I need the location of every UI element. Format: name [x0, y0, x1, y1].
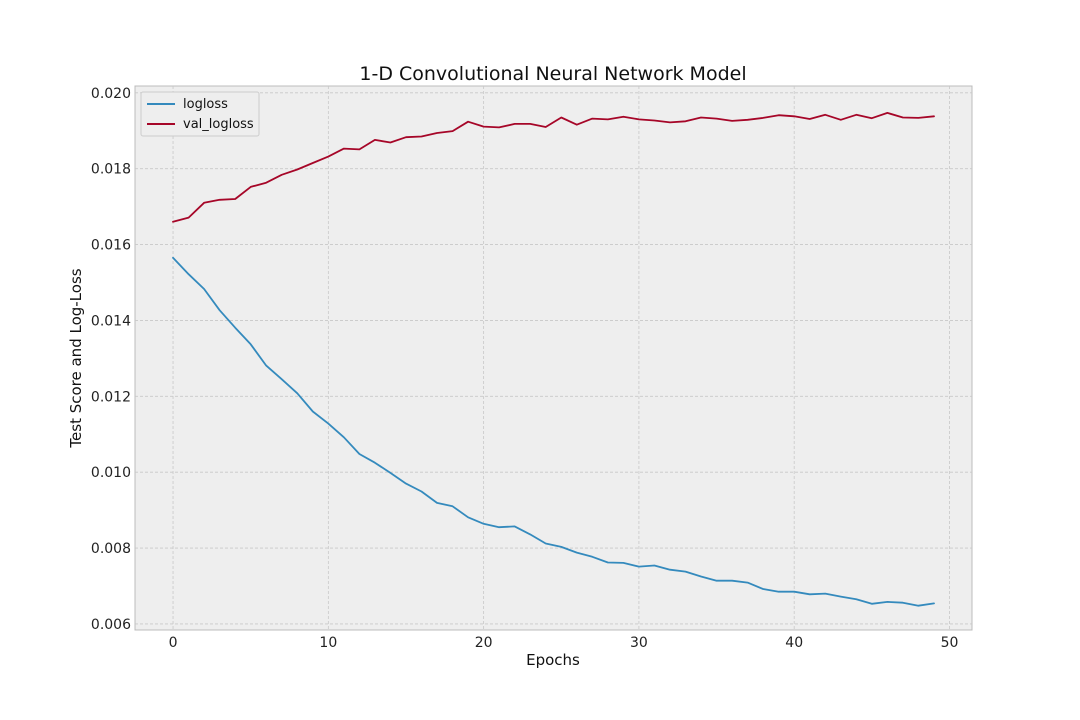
- x-tick-label: 30: [630, 635, 648, 651]
- legend-label-logloss: logloss: [183, 97, 228, 112]
- x-tick-label: 50: [941, 635, 959, 651]
- x-axis-label: Epochs: [526, 651, 580, 669]
- x-axis-ticks: 0 10 20 30 40 50: [169, 635, 959, 651]
- y-tick-label: 0.020: [91, 86, 131, 102]
- y-axis-label: Test Score and Log-Loss: [67, 268, 85, 448]
- y-tick-label: 0.018: [91, 162, 131, 178]
- chart-title: 1-D Convolutional Neural Network Model: [359, 63, 746, 85]
- plot-background: [134, 85, 973, 631]
- series-line-val-logloss: [172, 112, 935, 223]
- x-tick-label: 10: [319, 635, 337, 651]
- series-line-logloss: [172, 256, 935, 607]
- legend-label-val-logloss: val_logloss: [183, 117, 254, 132]
- y-tick-label: 0.016: [91, 238, 131, 254]
- y-tick-label: 0.010: [91, 465, 131, 481]
- legend: logloss val_logloss: [140, 91, 260, 137]
- y-tick-label: 0.014: [91, 313, 131, 329]
- y-tick-label: 0.008: [91, 541, 131, 557]
- x-tick-label: 0: [169, 635, 178, 651]
- y-axis-ticks: 0.006 0.008 0.010 0.012 0.014 0.016 0.018 0.020: [91, 86, 131, 633]
- x-tick-label: 20: [475, 635, 493, 651]
- y-tick-label: 0.012: [91, 389, 131, 405]
- grid: [135, 86, 972, 630]
- series-lines: [172, 112, 935, 607]
- y-tick-label: 0.006: [91, 617, 131, 633]
- x-tick-label: 40: [785, 635, 803, 651]
